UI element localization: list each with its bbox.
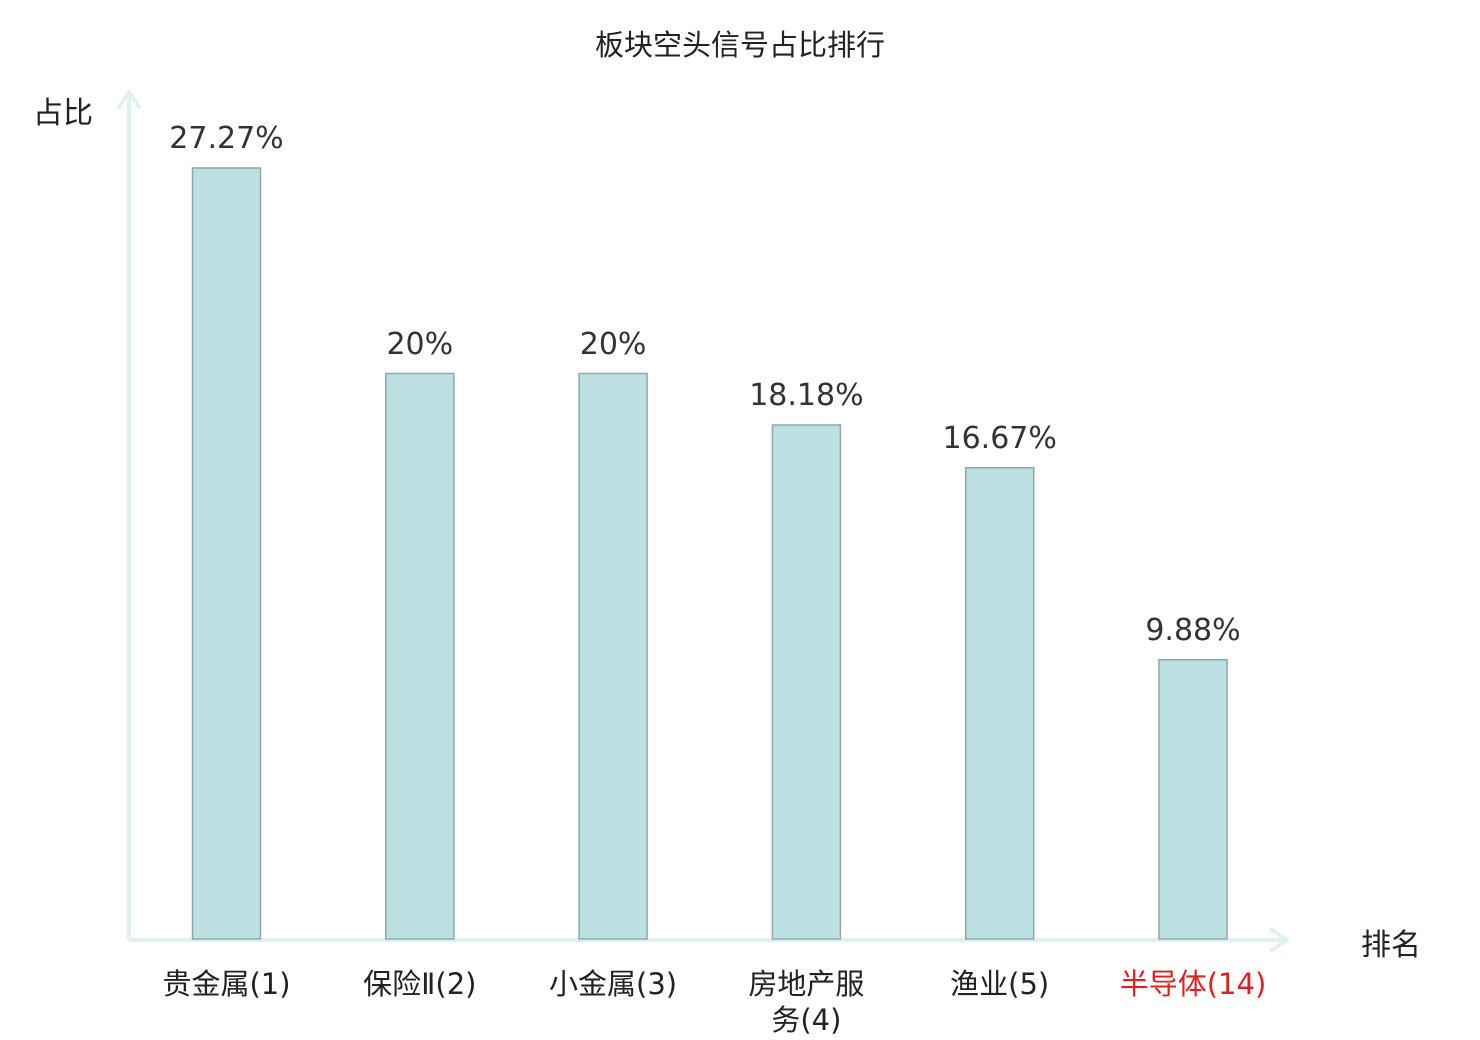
bar-6	[1158, 658, 1228, 940]
y-axis-arrow-icon	[117, 90, 141, 109]
value-label-6: 9.88%	[1145, 612, 1241, 648]
category-label-5: 渔业(5)	[910, 966, 1090, 1002]
category-label-line: 半导体(14)	[1119, 967, 1267, 1001]
value-label-2: 20%	[386, 326, 454, 362]
y-axis-label: 占比	[33, 96, 93, 131]
category-label-line: 务(4)	[771, 1003, 842, 1037]
category-label-line: 房地产服	[748, 967, 865, 1001]
value-label-5: 16.67%	[942, 420, 1057, 456]
bar-4	[771, 424, 842, 940]
bar-2	[385, 372, 455, 940]
bar-1	[191, 167, 262, 940]
x-axis-label: 排名	[1361, 928, 1421, 963]
category-label-3: 小金属(3)	[523, 966, 703, 1002]
bars-group	[191, 167, 1228, 940]
category-label-line: 保险Ⅱ(2)	[363, 967, 477, 1001]
category-label-6: 半导体(14)	[1103, 966, 1283, 1002]
value-label-3: 20%	[579, 326, 647, 362]
chart-title: 板块空头信号占比排行	[594, 28, 885, 62]
chart-axes	[117, 90, 1289, 952]
category-label-line: 小金属(3)	[549, 967, 678, 1001]
category-label-4: 房地产服 务(4)	[716, 966, 896, 1038]
bar-5	[964, 466, 1035, 940]
value-label-1: 27.27%	[169, 121, 284, 156]
category-label-line: 渔业(5)	[950, 967, 1050, 1001]
bar-3	[578, 372, 648, 940]
category-label-1: 贵金属(1)	[137, 966, 317, 1002]
category-label-2: 保险Ⅱ(2)	[330, 966, 510, 1002]
category-label-line: 贵金属(1)	[162, 967, 291, 1001]
x-axis-arrow-icon	[1270, 928, 1289, 952]
value-label-4: 18.18%	[749, 378, 864, 413]
